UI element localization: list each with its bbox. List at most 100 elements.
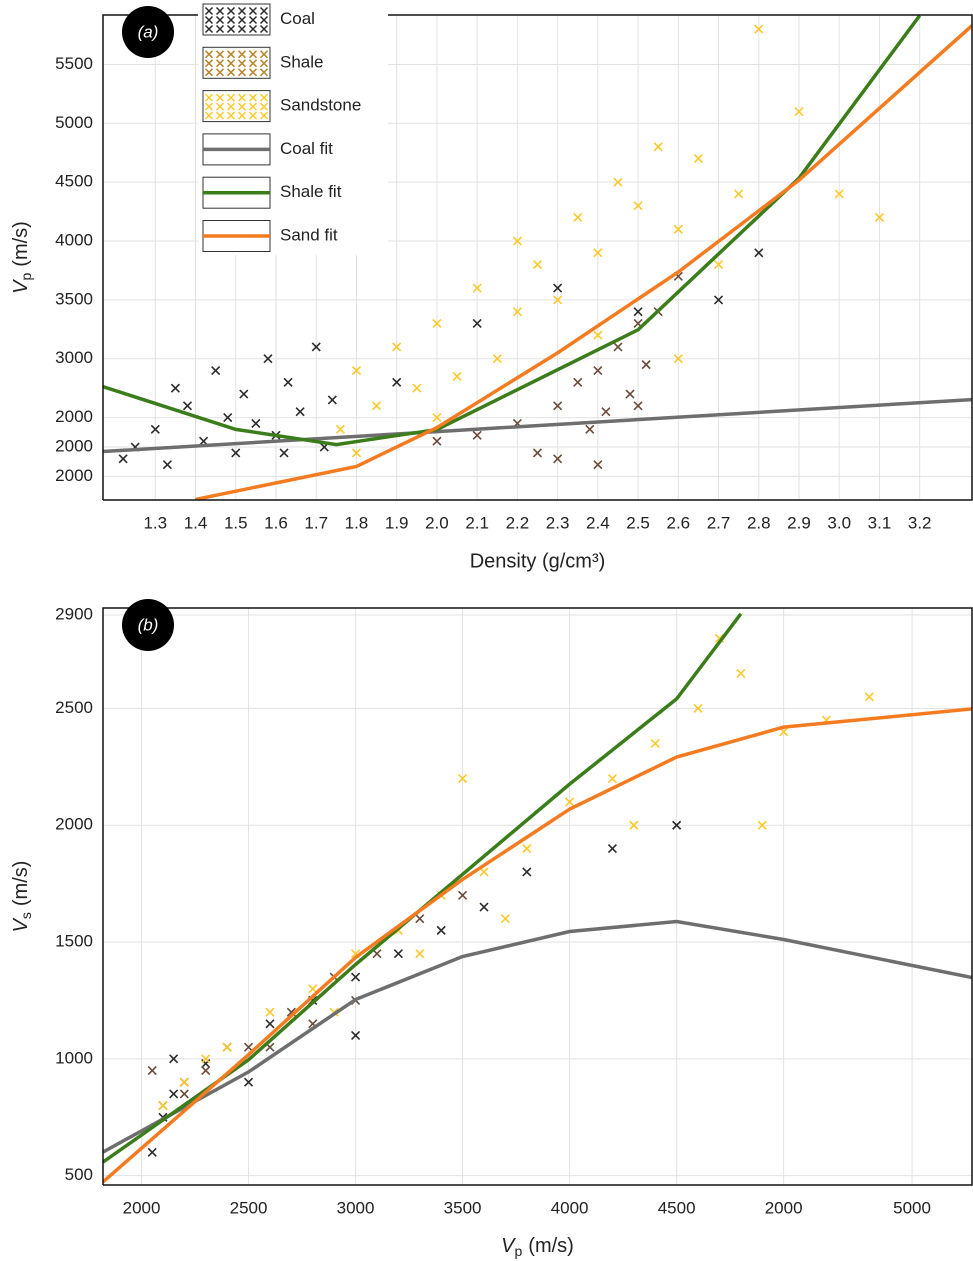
y-tick-label: 3000 [55, 348, 93, 367]
scatter-point [158, 1101, 168, 1111]
label-symbol: V [10, 279, 32, 294]
scatter-point [327, 395, 337, 405]
legend-marker [259, 68, 269, 77]
legend-marker [204, 6, 214, 16]
plot-content [103, 612, 972, 1184]
scatter-point [754, 24, 764, 34]
scatter-point [613, 177, 623, 187]
scatter-point [162, 460, 172, 470]
scatter-point [412, 383, 422, 393]
scatter-point [231, 448, 241, 458]
scatter-point [607, 773, 617, 784]
legend-marker [226, 50, 236, 59]
y-axis-label: Vs (m/s) [10, 861, 33, 933]
scatter-point [874, 212, 885, 223]
legend-marker [215, 50, 225, 59]
x-tick-label: 3.2 [908, 513, 932, 532]
y-tick-label: 2000 [55, 437, 93, 456]
scatter-point [432, 413, 442, 423]
label-symbol: V [501, 1235, 516, 1257]
x-tick-label: 4000 [551, 1198, 589, 1217]
x-tick-label: 2.4 [586, 513, 610, 532]
legend-label: Shale fit [280, 182, 342, 201]
scatter-point [472, 283, 482, 293]
x-tick-label: 2.0 [425, 513, 449, 532]
scatter-point [239, 389, 249, 399]
scatter-point [585, 424, 595, 434]
legend-marker [259, 24, 269, 34]
scatter-point [492, 354, 502, 364]
axis-frame [102, 607, 973, 1186]
x-tick-label: 2.3 [546, 513, 570, 532]
x-tick-label: 2500 [230, 1198, 268, 1217]
scatter-point [672, 820, 682, 830]
scatter-point [522, 844, 532, 854]
scatter-point [201, 1054, 211, 1064]
scatter-point [593, 365, 603, 376]
scatter-point [263, 354, 273, 364]
legend-marker [226, 15, 236, 25]
x-tick-label: 3.1 [868, 513, 892, 532]
x-tick-label: 1.6 [264, 513, 288, 532]
scatter-point [458, 890, 468, 900]
scatter-point [593, 460, 603, 470]
legend-marker [204, 111, 214, 120]
scatter-point [553, 295, 563, 305]
label-unit: (m/s) [528, 1235, 574, 1257]
scatter-point [243, 1042, 254, 1052]
scatter-point [436, 925, 446, 935]
scatter-point [613, 342, 623, 352]
legend-marker [259, 102, 269, 111]
x-tick-label: 2.9 [787, 513, 811, 532]
legend-marker [204, 93, 214, 102]
scatter-point [834, 189, 844, 199]
scatter-point [754, 248, 764, 258]
scatter-point [265, 1007, 275, 1017]
legend-marker [204, 50, 214, 59]
scatter-point [223, 413, 233, 423]
fit-line [103, 397, 972, 454]
scatter-point [532, 259, 543, 270]
scatter-point [147, 1065, 157, 1076]
panel-badge [122, 6, 174, 58]
scatter-point [415, 914, 425, 924]
y-tick-label: 4500 [55, 172, 93, 191]
x-tick-label: 3.0 [827, 513, 851, 532]
scatter-point [182, 401, 193, 411]
x-tick-label: 2.8 [747, 513, 771, 532]
scatter-point [335, 424, 345, 434]
x-tick-label: 2000 [765, 1198, 803, 1217]
scatter-point [392, 377, 402, 387]
scatter-point [179, 1077, 189, 1087]
legend-label: Sandstone [280, 96, 361, 115]
scatter-point [170, 383, 180, 393]
legend-marker [248, 102, 258, 111]
scatter-point [512, 307, 522, 317]
legend-marker [248, 68, 258, 77]
legend-marker [215, 6, 225, 16]
x-tick-label: 5000 [893, 1198, 931, 1217]
scatter-point [392, 342, 402, 352]
legend-label: Coal fit [280, 139, 333, 158]
scatter-point [432, 318, 442, 328]
legend-marker [259, 50, 269, 59]
scatter-point [295, 407, 305, 417]
panel-badge [122, 599, 174, 651]
legend-marker [204, 24, 214, 34]
scatter-point [201, 1065, 211, 1076]
legend-marker [204, 68, 214, 77]
scatter-point [633, 201, 643, 211]
legend-marker [237, 24, 247, 34]
legend-marker [204, 102, 214, 111]
legend-marker [259, 93, 269, 102]
scatter-point [169, 1054, 179, 1064]
x-tick-label: 2.7 [707, 513, 731, 532]
legend-marker [248, 6, 258, 16]
legend-marker [215, 68, 225, 77]
scatter-point [593, 330, 603, 340]
y-tick-label: 5000 [55, 113, 93, 132]
scatter-point [693, 703, 703, 714]
scatter-point [351, 365, 362, 376]
legend-swatch-frame [202, 90, 271, 123]
